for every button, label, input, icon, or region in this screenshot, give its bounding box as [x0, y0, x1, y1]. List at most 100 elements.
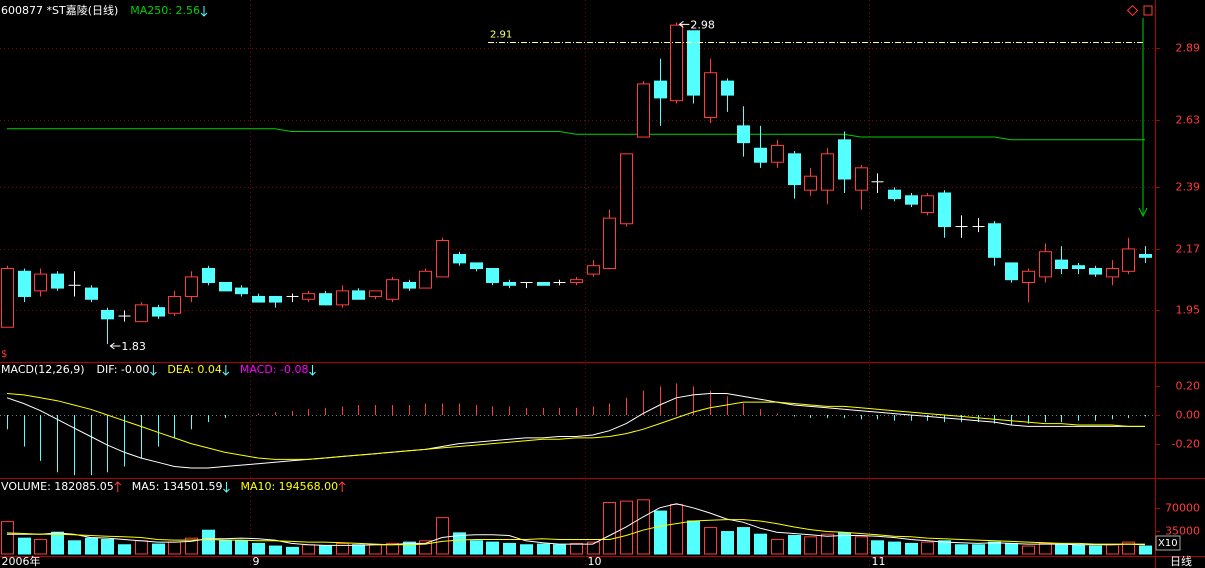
candle-body	[788, 153, 801, 186]
candle-body	[453, 254, 466, 264]
volume-bar	[34, 538, 47, 555]
unit-box	[1155, 535, 1181, 551]
volume-bar	[286, 546, 299, 555]
candle-body	[101, 309, 114, 320]
candle-body	[486, 268, 499, 283]
icon-diamond[interactable]	[1126, 4, 1139, 17]
candle-body	[687, 30, 700, 96]
legend-label: MA10: 194568.00	[240, 480, 338, 493]
candle-body	[637, 83, 650, 138]
candle-body	[85, 287, 98, 300]
trend-arrow	[338, 481, 346, 492]
indicator-arrow-head	[1138, 207, 1148, 218]
x-tick-label: 11	[872, 555, 886, 568]
candle-body	[503, 281, 516, 286]
candle-body	[771, 144, 784, 163]
volume-bar	[537, 543, 550, 555]
min-annotation: 1.83	[121, 340, 146, 353]
candle-body	[888, 189, 901, 200]
candle-body	[921, 195, 934, 214]
volume-bar	[888, 541, 901, 555]
candle-body	[1055, 259, 1068, 269]
volume-bar	[486, 541, 499, 555]
candle-body	[737, 125, 750, 144]
volume-bar	[118, 544, 131, 555]
icon-window[interactable]	[1143, 5, 1153, 16]
volume-bar	[955, 544, 968, 555]
candle-body	[603, 217, 616, 269]
candle-body	[537, 281, 550, 286]
reference-label: 2.91	[490, 30, 512, 41]
candle-body	[1022, 270, 1035, 283]
volume-bar	[838, 532, 851, 555]
volume-bar	[319, 545, 332, 555]
volume-bar	[654, 510, 667, 555]
volume-bar	[1072, 544, 1085, 555]
volume-bar	[352, 544, 365, 555]
x-tick-label: 2006年	[2, 554, 41, 568]
candle-body	[1089, 268, 1102, 275]
candle-body	[905, 195, 918, 205]
candle-body	[654, 80, 667, 99]
volume-bar	[737, 527, 750, 555]
volume-bar	[1106, 544, 1119, 555]
volume-bar	[1022, 545, 1035, 555]
candle-body	[938, 192, 951, 228]
volume-bar	[871, 540, 884, 555]
candle-body	[1039, 251, 1052, 278]
candle-body	[470, 262, 483, 269]
volume-bar	[101, 538, 114, 555]
volume-bar	[403, 541, 416, 555]
candle-body	[135, 304, 148, 323]
volume-bar	[520, 544, 533, 555]
volume-bar	[620, 500, 633, 555]
y-tick-label: -0.20	[1172, 438, 1200, 451]
y-tick-label: 2.17	[1176, 243, 1201, 256]
max-annotation: 2.98	[690, 18, 715, 31]
volume-bar	[670, 503, 683, 555]
volume-bar	[152, 543, 165, 555]
volume-bar	[470, 540, 483, 555]
candle-body	[386, 279, 399, 300]
candle-body	[235, 287, 248, 295]
candle-body	[804, 175, 817, 191]
y-tick-label: 70000	[1165, 502, 1200, 515]
volume-bar	[988, 541, 1001, 555]
trend-arrow	[223, 482, 230, 493]
volume-bar	[1039, 542, 1052, 555]
volume-bar	[269, 545, 282, 555]
volume-bar	[436, 517, 449, 555]
candle-body	[1106, 268, 1119, 278]
volume-bar	[168, 541, 181, 555]
trend-arrow	[114, 481, 122, 492]
candle-body	[202, 268, 215, 283]
volume-bar	[68, 540, 81, 555]
volume-bar	[336, 542, 349, 555]
volume-bar	[754, 533, 767, 555]
volume-bar	[921, 541, 934, 555]
candle-body	[1005, 262, 1018, 281]
candle-body	[185, 276, 198, 297]
legend-label: VOLUME: 182085.05	[1, 480, 114, 493]
candle-body	[704, 72, 717, 118]
volume-bar	[804, 536, 817, 555]
unit-label: X10	[1158, 538, 1178, 549]
volume-bar	[570, 542, 583, 555]
candle-body	[352, 290, 365, 300]
volume-bar	[721, 531, 734, 555]
volume-bar	[687, 520, 700, 555]
candle-body	[269, 295, 282, 303]
volume-bar	[235, 540, 248, 555]
volume-bar	[202, 529, 215, 555]
legend-label: MA5: 134501.59	[132, 480, 223, 493]
candle-body	[369, 290, 382, 297]
volume-bar	[503, 542, 516, 555]
volume-bar	[938, 540, 951, 555]
annotation-arrow	[678, 20, 690, 28]
candle-body	[51, 273, 64, 289]
volume-bar	[1055, 544, 1068, 555]
volume-bar	[1005, 542, 1018, 555]
chart-title: 600877 *ST嘉陵(日线)	[1, 3, 118, 17]
